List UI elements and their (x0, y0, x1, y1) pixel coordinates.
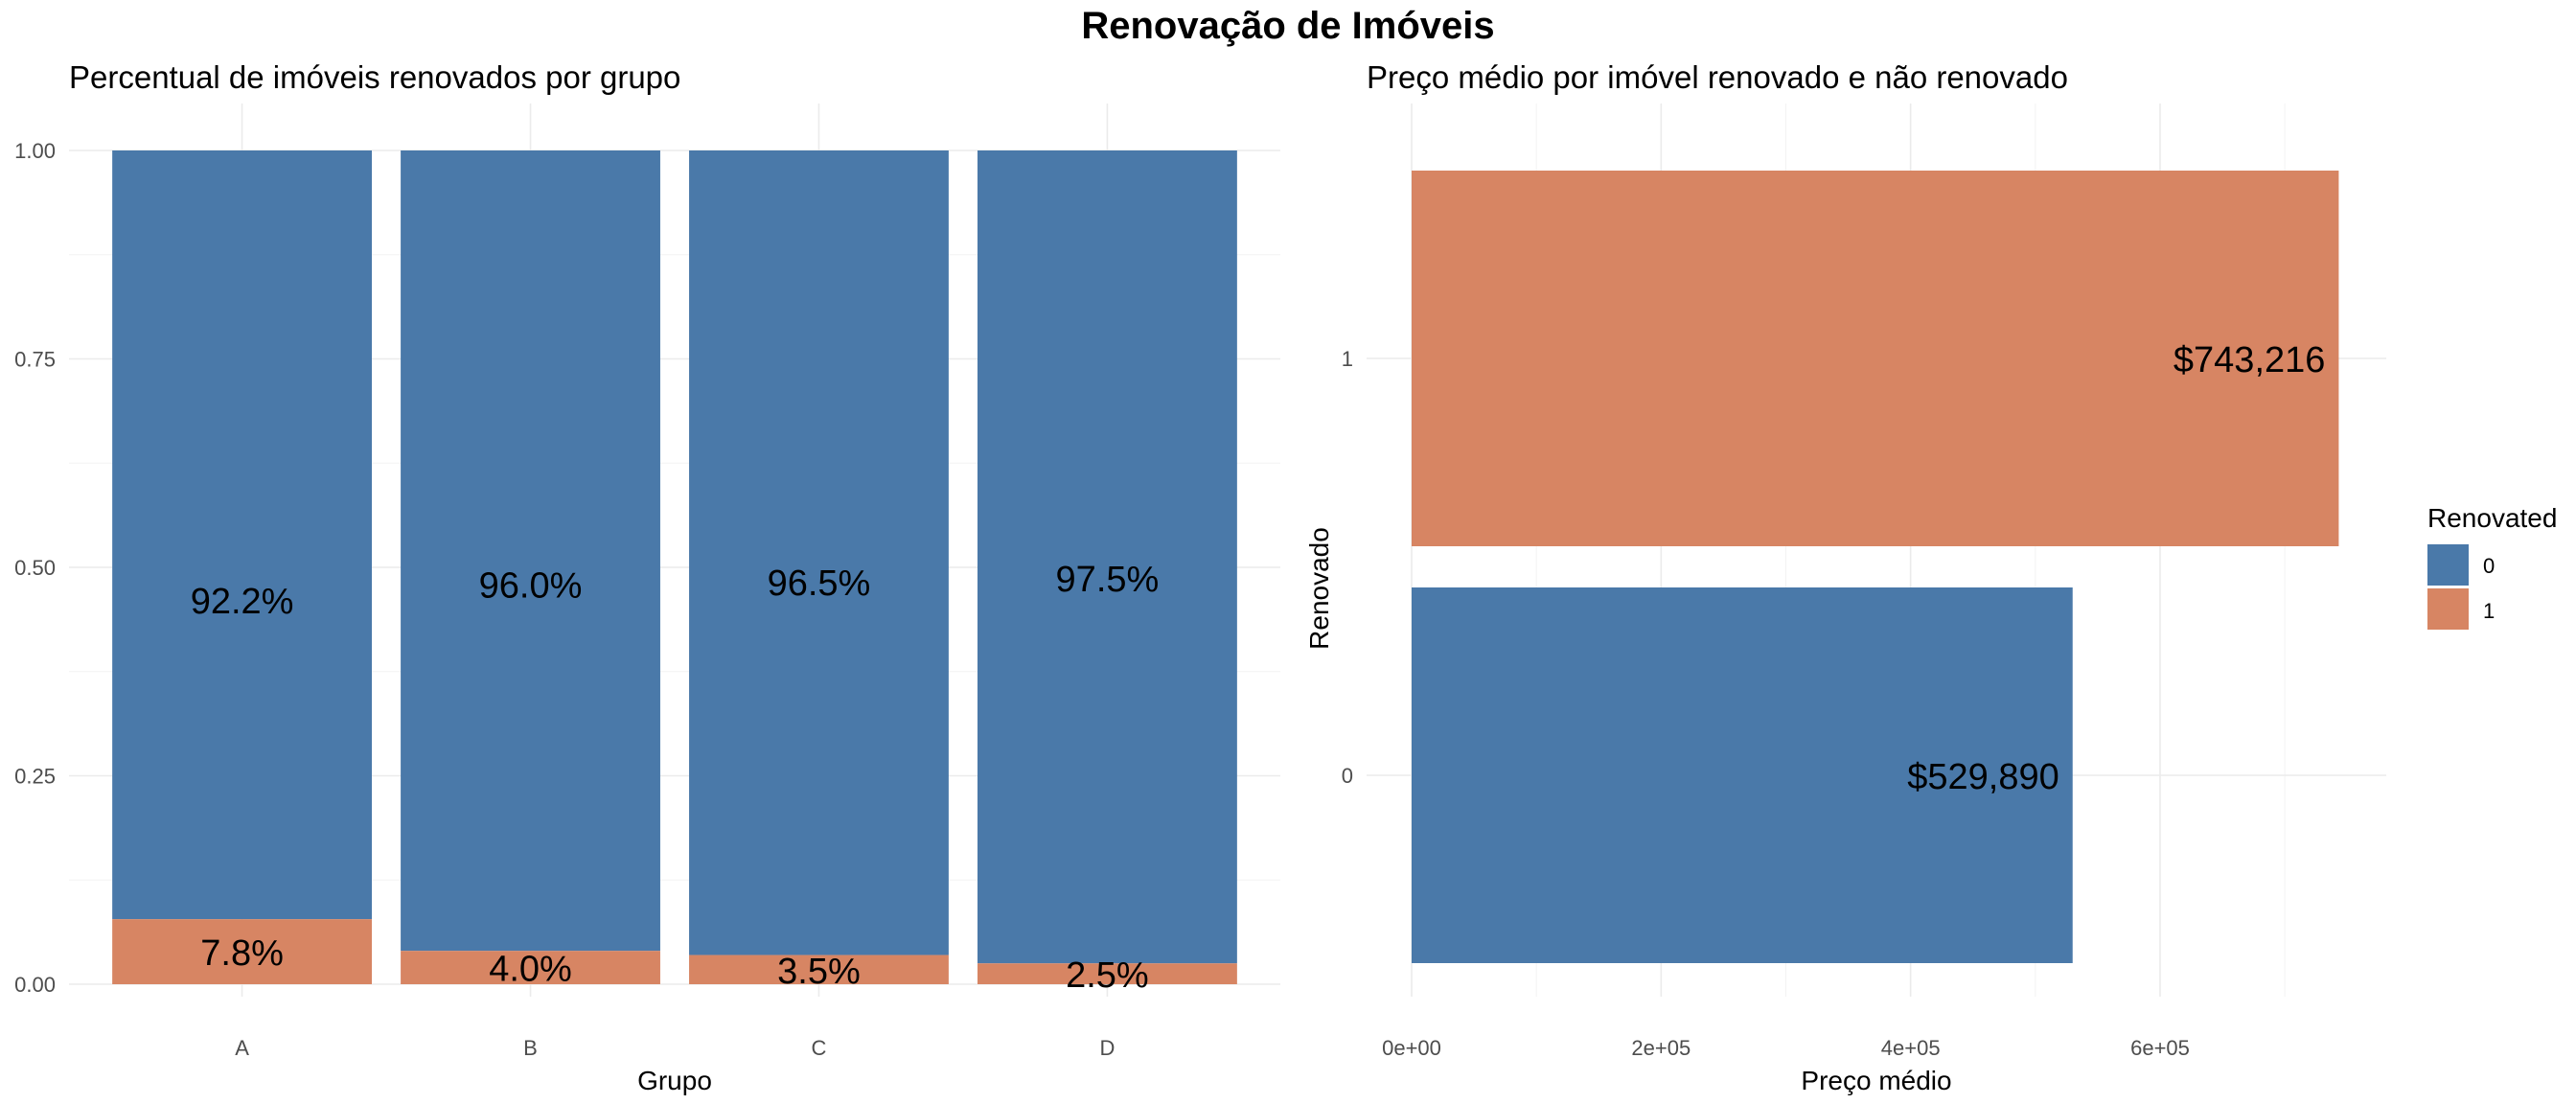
bar-not-renovated-C (689, 150, 949, 955)
left-y-tick-label: 0.25 (14, 765, 56, 789)
legend: Renovated 0 1 (2427, 503, 2557, 630)
left-chart-bars (112, 150, 1237, 984)
legend-label-0: 0 (2483, 554, 2495, 578)
left-chart-panel: Percentual de imóveis renovados por grup… (14, 59, 1280, 1095)
bar-not-renovated-A (112, 150, 373, 920)
right-x-tick-label: 4e+05 (1881, 1036, 1941, 1060)
legend-key-1 (2427, 588, 2469, 630)
right-chart-x-axis-title: Preço médio (1801, 1066, 1951, 1095)
right-chart-panel: Preço médio por imóvel renovado e não re… (1304, 59, 2386, 1095)
label-renovated-B: 4.0% (489, 950, 572, 990)
left-chart-x-ticks: A B C D (235, 1036, 1115, 1060)
label-renovated-A: 7.8% (200, 933, 284, 974)
label-price-renovado-0: $529,890 (1907, 757, 2059, 797)
bar-renovated-C (689, 954, 949, 984)
right-chart-y-ticks: 01 (1342, 347, 1353, 788)
label-not-renovated-C: 96.5% (768, 564, 871, 604)
left-x-tick-label-D: D (1099, 1036, 1115, 1060)
label-not-renovated-A: 92.2% (191, 582, 294, 622)
left-chart-title: Percentual de imóveis renovados por grup… (69, 59, 680, 95)
bar-renovated-B (401, 951, 660, 984)
label-price-renovado-1: $743,216 (2174, 340, 2326, 380)
label-not-renovated-D: 97.5% (1056, 560, 1160, 600)
bar-not-renovated-D (978, 150, 1237, 964)
left-x-tick-label-A: A (235, 1036, 249, 1060)
bar-renovated-A (112, 919, 373, 984)
right-x-tick-label: 6e+05 (2130, 1036, 2190, 1060)
left-chart-x-axis-title: Grupo (637, 1066, 712, 1095)
right-y-tick-label-1: 1 (1342, 347, 1353, 371)
label-not-renovated-B: 96.0% (479, 565, 583, 606)
right-x-tick-label: 0e+00 (1382, 1036, 1441, 1060)
left-x-tick-label-C: C (812, 1036, 827, 1060)
left-y-tick-label: 0.50 (14, 556, 56, 580)
bar-price-renovado-1 (1412, 171, 2339, 546)
left-y-tick-label: 0.00 (14, 973, 56, 997)
bar-renovated-D (978, 963, 1237, 984)
left-x-tick-label-B: B (523, 1036, 538, 1060)
right-chart-title: Preço médio por imóvel renovado e não re… (1367, 59, 2068, 95)
right-y-tick-label-0: 0 (1342, 764, 1353, 788)
bar-not-renovated-B (401, 150, 660, 952)
label-renovated-D: 2.5% (1066, 955, 1149, 996)
left-chart-data-labels: 92.2% 7.8% 96.0% 4.0% 96.5% 3.5% 97.5% 2.5% (191, 560, 1160, 996)
left-chart-y-ticks: 0.00 0.25 0.50 0.75 1.00 (14, 139, 56, 997)
right-chart-data-labels: $529,890 $743,216 (1907, 340, 2325, 797)
legend-title: Renovated (2427, 503, 2557, 533)
right-chart-y-axis-title: Renovado (1304, 527, 1334, 650)
left-y-tick-label: 1.00 (14, 139, 56, 163)
bar-price-renovado-0 (1412, 587, 2073, 963)
right-chart-x-ticks: 0e+00 2e+05 4e+05 6e+05 (1382, 1036, 2190, 1060)
figure-title: Renovação de Imóveis (1081, 5, 1494, 47)
right-x-tick-label: 2e+05 (1631, 1036, 1690, 1060)
left-y-tick-label: 0.75 (14, 348, 56, 372)
right-chart-bars (1412, 171, 2339, 963)
label-renovated-C: 3.5% (777, 952, 861, 992)
legend-key-0 (2427, 544, 2469, 586)
legend-label-1: 1 (2483, 599, 2495, 623)
